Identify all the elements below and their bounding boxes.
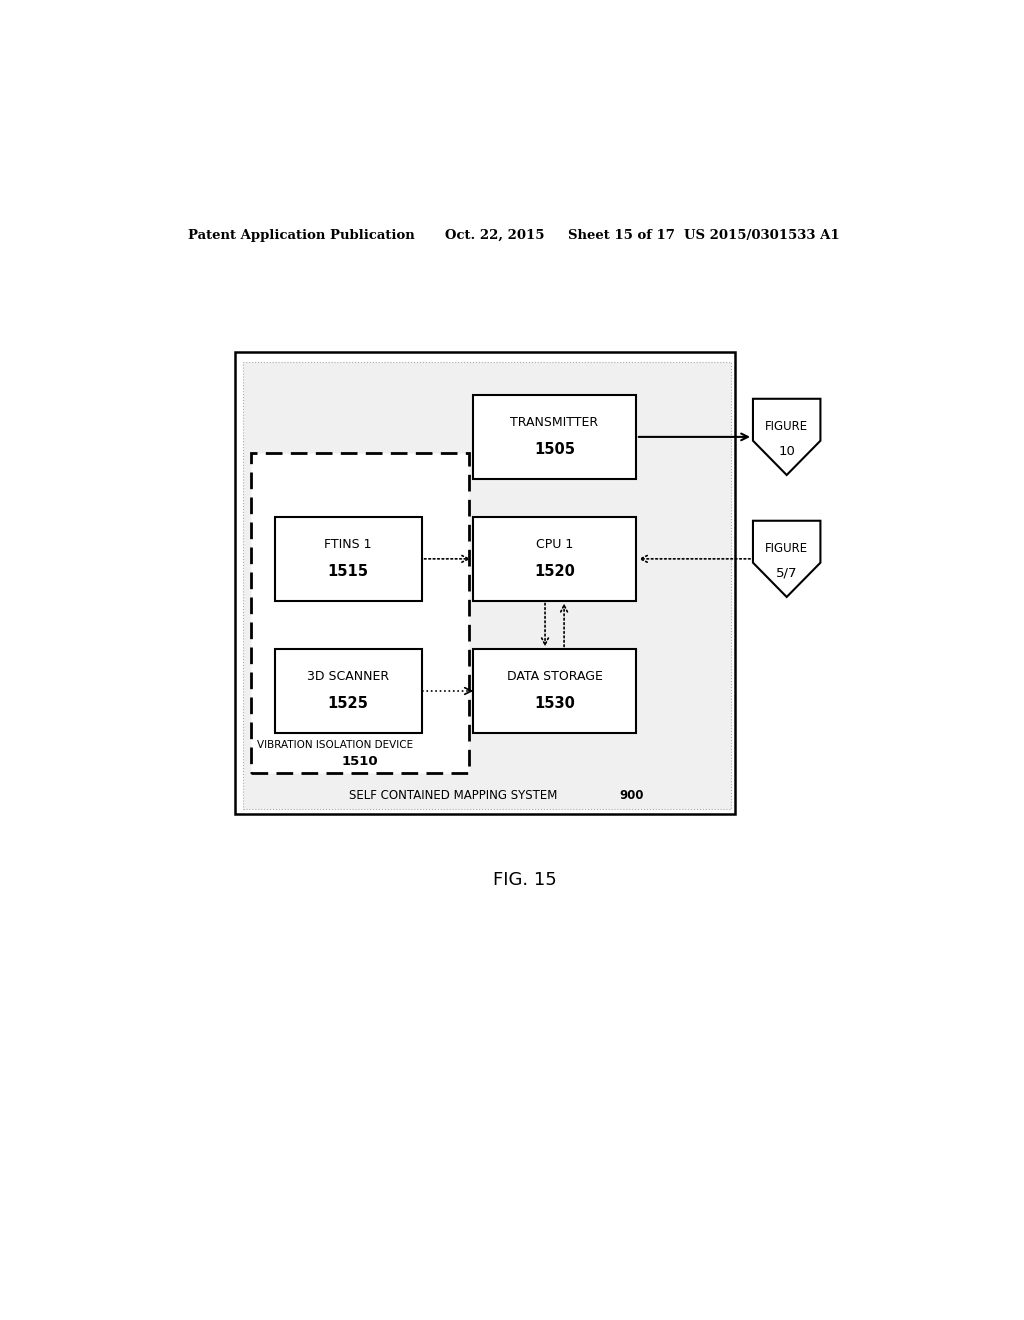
Polygon shape [753, 521, 820, 597]
Text: FIGURE: FIGURE [765, 543, 808, 556]
Bar [473, 517, 636, 601]
Text: FIGURE: FIGURE [765, 420, 808, 433]
Text: DATA STORAGE: DATA STORAGE [507, 671, 602, 684]
Bar [243, 362, 731, 809]
Text: 1515: 1515 [328, 564, 369, 578]
Bar [473, 649, 636, 733]
Bar [274, 517, 422, 601]
Polygon shape [753, 399, 820, 475]
Text: SELF CONTAINED MAPPING SYSTEM: SELF CONTAINED MAPPING SYSTEM [349, 789, 557, 803]
Text: FTINS 1: FTINS 1 [325, 539, 372, 552]
Text: 3D SCANNER: 3D SCANNER [307, 671, 389, 684]
Text: 1510: 1510 [342, 755, 379, 768]
Text: 5/7: 5/7 [776, 566, 798, 579]
Text: 1525: 1525 [328, 696, 369, 710]
Bar [251, 453, 469, 774]
Text: CPU 1: CPU 1 [536, 539, 573, 552]
Text: 10: 10 [778, 445, 795, 458]
Text: 1505: 1505 [535, 442, 575, 457]
Text: Patent Application Publication: Patent Application Publication [187, 230, 415, 242]
Text: Oct. 22, 2015: Oct. 22, 2015 [445, 230, 545, 242]
Text: 1520: 1520 [535, 564, 575, 578]
Text: VIBRATION ISOLATION DEVICE: VIBRATION ISOLATION DEVICE [257, 741, 414, 750]
Text: 900: 900 [620, 789, 644, 803]
Text: Sheet 15 of 17: Sheet 15 of 17 [568, 230, 675, 242]
Text: TRANSMITTER: TRANSMITTER [511, 416, 599, 429]
Text: 1530: 1530 [535, 696, 575, 710]
Bar [473, 395, 636, 479]
Text: FIG. 15: FIG. 15 [493, 871, 557, 890]
Bar [274, 649, 422, 733]
Text: US 2015/0301533 A1: US 2015/0301533 A1 [684, 230, 839, 242]
Bar [236, 351, 735, 814]
